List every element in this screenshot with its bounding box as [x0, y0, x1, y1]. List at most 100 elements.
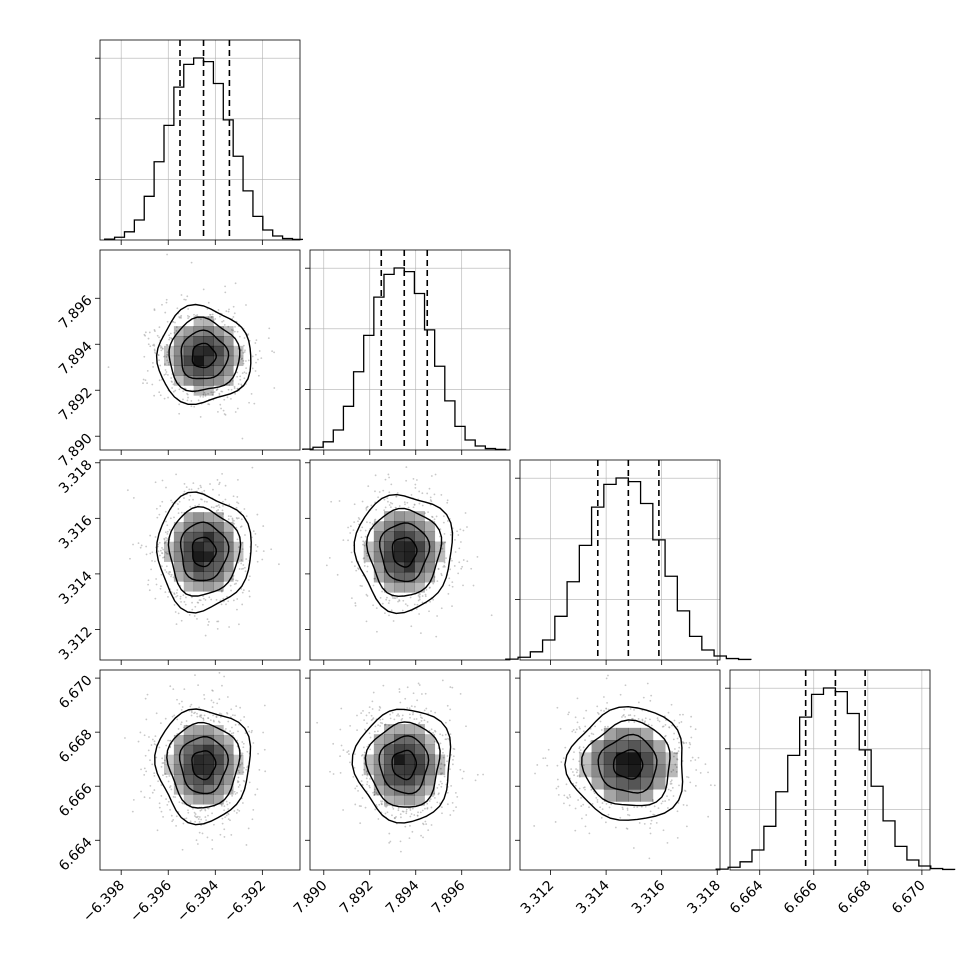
scatter-point — [621, 716, 623, 718]
scatter-point — [178, 412, 181, 415]
scatter-point — [158, 806, 161, 809]
scatter-point — [223, 398, 226, 401]
scatter-point — [440, 574, 443, 577]
scatter-point — [216, 388, 219, 391]
scatter-point — [256, 513, 259, 516]
density-cell — [628, 776, 641, 790]
scatter-point — [206, 618, 209, 621]
scatter-point — [173, 604, 176, 606]
scatter-point — [193, 811, 196, 814]
scatter-point — [417, 594, 420, 597]
histogram-frame-0 — [99, 39, 301, 241]
scatter-point — [366, 745, 369, 748]
scatter-point — [676, 836, 679, 839]
scatter-point — [458, 547, 461, 550]
scatter-point — [243, 766, 245, 769]
scatter-point — [174, 389, 177, 392]
scatter-point — [151, 560, 153, 562]
scatter-point — [434, 730, 437, 733]
density-cell — [183, 561, 195, 572]
scatter-point — [150, 744, 153, 746]
scatter-point — [433, 792, 436, 795]
scatter-point — [254, 370, 257, 372]
density-cell — [213, 784, 224, 795]
scatter-point — [248, 730, 251, 733]
scatter-point — [237, 561, 240, 564]
scatter-point — [585, 709, 588, 712]
scatter-point — [175, 329, 178, 332]
scatter-point — [366, 774, 369, 777]
scatter-point — [414, 483, 417, 486]
density-cell — [404, 561, 415, 573]
density-cell — [383, 724, 395, 735]
scatter-point — [217, 620, 220, 623]
scatter-point — [187, 396, 189, 399]
scatter-point — [607, 708, 610, 711]
scatter-point — [440, 607, 443, 610]
density-cell — [383, 521, 395, 532]
scatter-point — [370, 714, 373, 717]
scatter-point — [649, 822, 652, 825]
scatter-point — [230, 515, 232, 518]
scatter-panel-0-1 — [107, 253, 276, 440]
scatter-point — [673, 752, 676, 755]
scatter-point — [354, 602, 357, 604]
scatter-point — [148, 589, 151, 592]
scatter-point — [202, 393, 205, 396]
scatter-point — [364, 529, 367, 532]
contour-level-1 — [180, 329, 230, 380]
scatter-point — [430, 710, 432, 713]
scatter-panel-2-3 — [533, 674, 716, 860]
density-cell — [183, 794, 195, 805]
scatter-point — [575, 781, 578, 784]
density-cell — [434, 764, 446, 776]
scatter-point — [226, 396, 229, 399]
scatter-point — [446, 755, 449, 757]
scatter-point — [670, 782, 673, 785]
density-cell — [640, 740, 654, 753]
density-cell — [424, 521, 436, 532]
scatter-point — [391, 805, 394, 808]
scatter-point — [590, 732, 593, 735]
scatter-point — [420, 834, 422, 837]
scatter-point — [466, 560, 469, 563]
scatter-point — [466, 526, 468, 528]
contour-level-1 — [178, 735, 230, 795]
scatter-point — [433, 740, 436, 743]
scatter-point — [464, 512, 467, 514]
density-cell — [183, 365, 195, 376]
scatter-point — [188, 614, 191, 616]
scatter-point — [137, 740, 140, 743]
scatter-point — [490, 614, 493, 617]
scatter-point — [417, 682, 420, 685]
scatter-point — [158, 802, 161, 805]
scatter-point — [164, 717, 167, 720]
scatter-point — [251, 729, 253, 732]
scatter-point — [581, 817, 583, 820]
scatter-point — [180, 601, 182, 603]
scatter-point — [562, 757, 565, 760]
scatter-point — [429, 496, 432, 499]
density-cell — [640, 727, 654, 741]
scatter-point — [544, 757, 547, 760]
density-cell — [213, 541, 224, 553]
density-cell — [394, 571, 405, 583]
scatter-point — [439, 780, 442, 783]
scatter-point — [178, 702, 181, 705]
density-cell — [164, 754, 175, 765]
scatter-point — [159, 505, 162, 507]
scatter-point — [242, 802, 244, 804]
scatter-point — [166, 552, 168, 555]
scatter-point — [588, 735, 591, 737]
scatter-point — [359, 822, 362, 825]
scatter-point — [568, 711, 570, 714]
scatter-point — [649, 810, 652, 813]
scatter-point — [689, 759, 692, 762]
scatter-point — [242, 359, 245, 362]
density-cell — [213, 375, 224, 386]
scatter-point — [401, 810, 404, 813]
density-cell — [203, 541, 214, 553]
scatter-point — [174, 796, 177, 799]
scatter-point — [425, 707, 428, 710]
scatter-point — [377, 793, 379, 796]
